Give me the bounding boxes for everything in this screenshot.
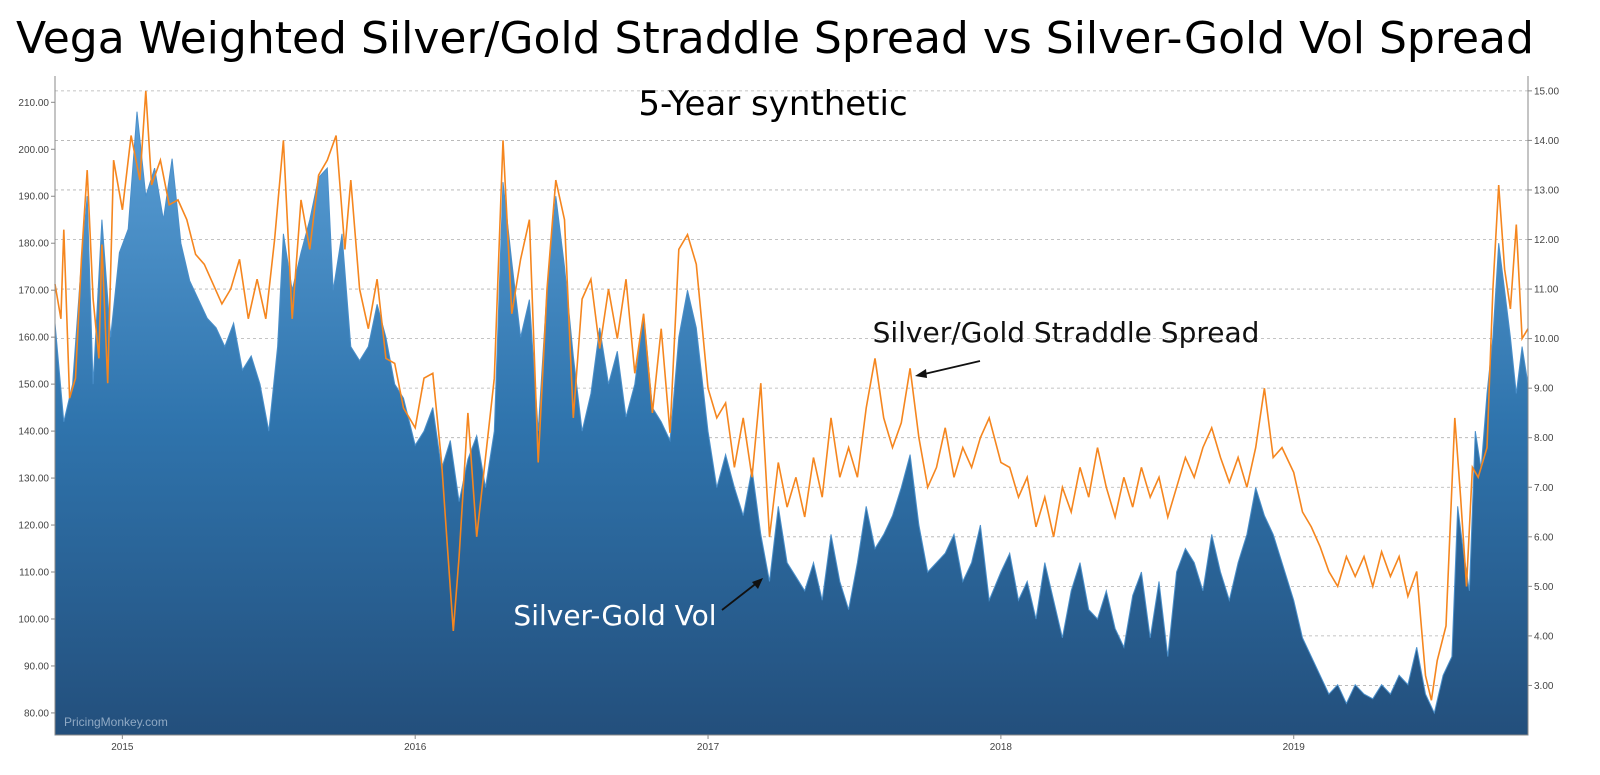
chart-title: Vega Weighted Silver/Gold Straddle Sprea… bbox=[16, 13, 1534, 64]
left-tick-label: 210.00 bbox=[18, 98, 49, 109]
right-tick-label: 6.00 bbox=[1534, 532, 1554, 543]
left-tick-label: 170.00 bbox=[18, 286, 49, 297]
x-tick-label: 2016 bbox=[404, 742, 427, 753]
silver-gold-vol-annotation: Silver-Gold Vol bbox=[513, 599, 716, 632]
right-tick-label: 10.00 bbox=[1534, 334, 1559, 345]
right-tick-label: 9.00 bbox=[1534, 384, 1554, 395]
watermark: PricingMonkey.com bbox=[64, 715, 168, 729]
right-tick-label: 12.00 bbox=[1534, 235, 1559, 246]
left-tick-label: 80.00 bbox=[24, 708, 49, 719]
left-tick-label: 200.00 bbox=[18, 145, 49, 156]
right-tick-label: 14.00 bbox=[1534, 136, 1559, 147]
left-axis-ticks: 80.00 90.00 100.00 110.00 120.00 130.00 140.00… bbox=[18, 98, 55, 719]
x-axis-ticks: 2015 2016 2017 2018 2019 bbox=[111, 735, 1305, 753]
right-tick-label: 7.00 bbox=[1534, 483, 1554, 494]
right-tick-label: 4.00 bbox=[1534, 631, 1554, 642]
left-tick-label: 100.00 bbox=[18, 614, 49, 625]
left-tick-label: 90.00 bbox=[24, 661, 49, 672]
silver-gold-vol-area bbox=[54, 111, 1529, 736]
left-tick-label: 130.00 bbox=[18, 474, 49, 485]
left-tick-label: 150.00 bbox=[18, 380, 49, 391]
straddle-spread-arrow bbox=[915, 360, 981, 378]
right-tick-label: 11.00 bbox=[1534, 285, 1559, 296]
x-tick-label: 2015 bbox=[111, 742, 134, 753]
right-tick-label: 3.00 bbox=[1534, 681, 1554, 692]
left-tick-label: 190.00 bbox=[18, 192, 49, 203]
right-axis-ticks: 3.00 4.00 5.00 6.00 7.00 8.00 9.00 10.00 11.00 12… bbox=[1528, 86, 1559, 692]
chart-subtitle: 5-Year synthetic bbox=[638, 84, 907, 124]
left-tick-label: 140.00 bbox=[18, 427, 49, 438]
x-tick-label: 2017 bbox=[697, 742, 720, 753]
straddle-spread-annotation: Silver/Gold Straddle Spread bbox=[873, 316, 1260, 349]
x-tick-label: 2019 bbox=[1283, 742, 1306, 753]
right-tick-label: 5.00 bbox=[1534, 582, 1554, 593]
right-tick-label: 8.00 bbox=[1534, 433, 1554, 444]
right-tick-label: 13.00 bbox=[1534, 185, 1559, 196]
left-tick-label: 180.00 bbox=[18, 239, 49, 250]
straddle-spread-line bbox=[54, 90, 1529, 701]
silver-gold-vol-arrow bbox=[721, 578, 763, 611]
x-tick-label: 2018 bbox=[990, 742, 1013, 753]
left-tick-label: 110.00 bbox=[19, 568, 49, 579]
left-tick-label: 160.00 bbox=[18, 333, 49, 344]
right-tick-label: 15.00 bbox=[1534, 86, 1559, 97]
left-tick-label: 120.00 bbox=[18, 521, 49, 532]
